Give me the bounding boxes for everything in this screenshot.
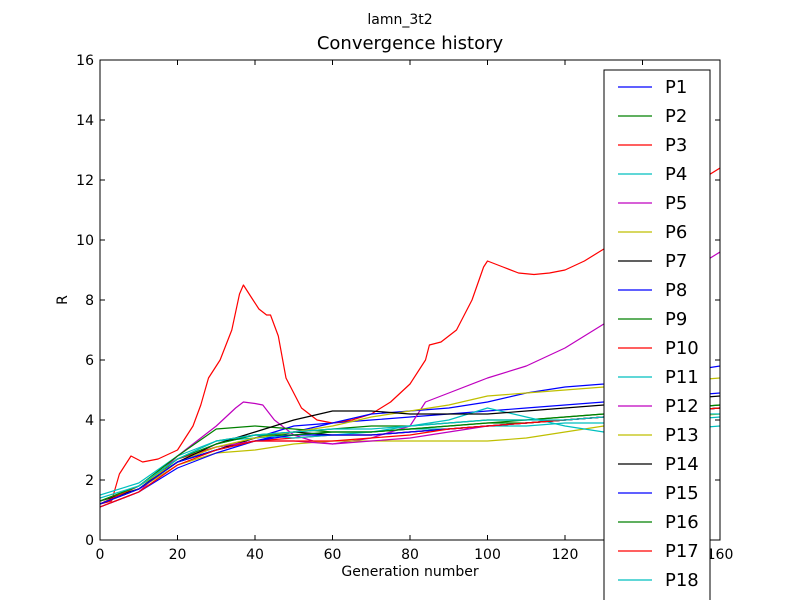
legend-label-p16: P16 [665, 512, 699, 533]
figure-suptitle: lamn_3t2 [367, 12, 432, 28]
legend-label-p15: P15 [665, 483, 699, 504]
y-tick-label: 14 [76, 113, 94, 129]
legend-label-p17: P17 [665, 541, 699, 562]
y-axis-ticks: 0 2 4 6 8 10 12 14 16 [76, 53, 720, 549]
legend-box [603, 69, 711, 600]
legend-label-p5: P5 [665, 193, 687, 214]
x-tick-label: 60 [324, 547, 342, 563]
chart-title: Convergence history [317, 33, 504, 54]
legend-label-p11: P11 [665, 367, 699, 388]
legend-label-p12: P12 [665, 396, 699, 417]
x-tick-label: 20 [169, 547, 187, 563]
y-tick-label: 16 [76, 53, 94, 69]
x-tick-label: 80 [401, 547, 419, 563]
legend-label-p9: P9 [665, 309, 687, 330]
legend-label-p18: P18 [665, 570, 699, 591]
legend-label-p14: P14 [665, 454, 699, 475]
y-tick-label: 10 [76, 233, 94, 249]
legend-label-p8: P8 [665, 280, 687, 301]
y-tick-label: 6 [85, 353, 94, 369]
legend-label-p7: P7 [665, 251, 687, 272]
y-tick-label: 0 [85, 533, 94, 549]
x-tick-label: 160 [707, 547, 734, 563]
x-tick-label: 40 [246, 547, 264, 563]
y-tick-label: 4 [85, 413, 94, 429]
legend-label-p2: P2 [665, 106, 687, 127]
y-tick-label: 8 [85, 293, 94, 309]
x-tick-label: 100 [474, 547, 501, 563]
legend-label-p13: P13 [665, 425, 699, 446]
legend-label-p1: P1 [665, 77, 687, 98]
x-axis-ticks: 020406080100120140160 [96, 60, 734, 563]
x-tick-label: 120 [552, 547, 579, 563]
legend: P1 P2 P3 P4 P5 P6 P7 P8 P9 P10 P11 P12 P13 P14 P15 P16 P… [603, 69, 711, 600]
legend-label-p6: P6 [665, 222, 687, 243]
y-tick-label: 2 [85, 473, 94, 489]
x-axis-label: Generation number [341, 564, 478, 580]
legend-label-p3: P3 [665, 135, 687, 156]
legend-label-p10: P10 [665, 338, 699, 359]
legend-label-p4: P4 [665, 164, 687, 185]
y-axis-label: R [55, 295, 71, 305]
y-tick-label: 12 [76, 173, 94, 189]
x-tick-label: 0 [96, 547, 105, 563]
